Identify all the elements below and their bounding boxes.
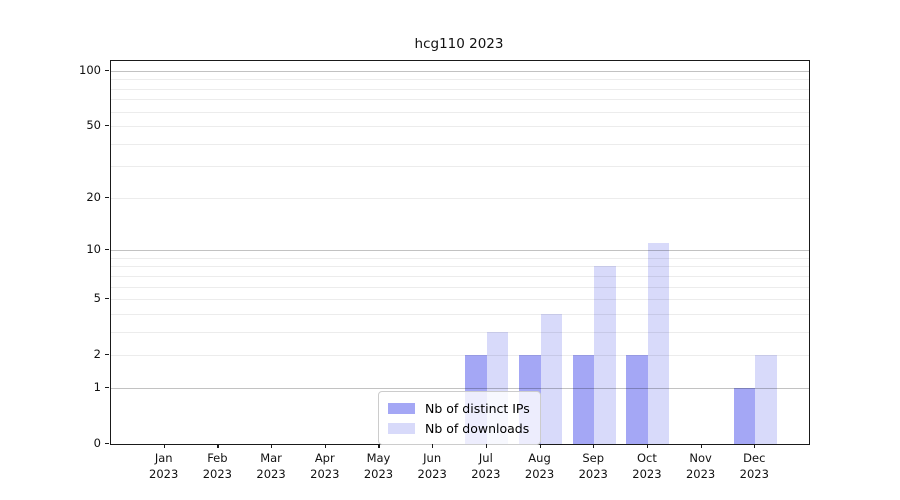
y-axis-tick-label: 1 <box>93 379 101 394</box>
gridline-major <box>111 387 809 389</box>
legend-label-distinct-ips: Nb of distinct IPs <box>425 400 530 416</box>
x-axis-tick <box>378 444 380 448</box>
x-axis-tick-label: Sep 2023 <box>578 451 608 481</box>
gridline-minor <box>111 99 809 101</box>
gridline-major <box>111 70 809 72</box>
gridline-minor <box>111 197 809 199</box>
legend-swatch-downloads <box>388 422 415 434</box>
x-axis-tick <box>646 444 649 448</box>
x-axis-tick <box>217 444 219 448</box>
y-axis-tick <box>105 69 109 71</box>
x-axis-tick <box>271 444 273 448</box>
legend-label-downloads: Nb of downloads <box>425 420 530 436</box>
y-axis-tick <box>105 249 109 251</box>
gridline-minor <box>111 266 809 268</box>
legend: Nb of distinct IPs Nb of downloads <box>378 391 541 445</box>
bar-downloads-sep <box>594 266 616 444</box>
y-axis-tick-label: 0 <box>93 436 101 450</box>
x-axis-tick-label: Dec 2023 <box>739 451 769 481</box>
x-axis-tick <box>163 444 165 448</box>
gridline-minor <box>111 286 809 288</box>
y-axis-tick <box>105 443 109 445</box>
x-axis-tick-label: Aug 2023 <box>524 451 555 481</box>
gridline-minor <box>111 111 809 113</box>
bar-downloads-dec <box>755 355 777 444</box>
plot-area: Nb of distinct IPs Nb of downloads <box>110 60 810 445</box>
x-axis-tick-label: Jun 2023 <box>417 451 447 481</box>
x-axis-tick-label: Nov 2023 <box>685 451 716 481</box>
gridline-minor <box>111 275 809 277</box>
y-axis-tick <box>105 125 109 127</box>
y-axis-tick-label: 10 <box>86 242 101 257</box>
y-axis-tick-label: 5 <box>93 291 101 306</box>
gridline-minor <box>111 299 809 301</box>
x-axis-tick <box>593 444 595 448</box>
legend-swatch-distinct-ips <box>388 402 415 414</box>
bar-distinct-ips-sep <box>572 355 595 444</box>
chart-title: hcg110 2023 <box>414 36 504 52</box>
bar-downloads-aug <box>540 313 562 444</box>
x-axis-tick-label: Jan 2023 <box>149 451 179 481</box>
gridline-minor <box>111 143 809 145</box>
y-axis-tick-label: 50 <box>86 118 101 133</box>
y-axis-tick <box>105 298 109 300</box>
gridline-minor <box>111 257 809 259</box>
bars-layer <box>111 61 809 444</box>
y-axis-tick <box>105 354 109 356</box>
gridline-minor <box>111 79 809 81</box>
bar-distinct-ips-dec <box>733 387 756 444</box>
x-axis-tick-label: Jul 2023 <box>471 451 501 481</box>
gridline-minor <box>111 126 809 128</box>
gridline-minor <box>111 313 809 315</box>
x-axis-tick <box>485 444 488 448</box>
x-axis-tick <box>539 444 541 448</box>
y-axis-tick <box>105 386 109 389</box>
x-axis-tick-label: Feb 2023 <box>202 451 233 481</box>
bar-distinct-ips-oct <box>626 355 648 444</box>
x-axis-tick-label: Oct 2023 <box>632 451 662 481</box>
x-axis-tick <box>754 444 756 448</box>
x-axis-tick <box>432 444 434 448</box>
legend-entry-downloads: Nb of downloads <box>388 418 530 438</box>
x-axis-tick-label: Mar 2023 <box>256 451 286 481</box>
x-axis-tick <box>700 444 702 448</box>
y-axis-tick-label: 100 <box>79 62 101 77</box>
x-axis-tick <box>324 444 326 448</box>
y-axis-tick-label: 20 <box>86 189 101 204</box>
grid-layer <box>111 61 809 444</box>
x-axis-tick-label: May 2023 <box>363 451 394 481</box>
legend-entry-distinct-ips: Nb of distinct IPs <box>388 398 530 418</box>
x-axis-tick-label: Apr 2023 <box>310 451 340 481</box>
gridline-minor <box>111 88 809 90</box>
gridline-major <box>111 250 809 252</box>
y-axis-tick <box>105 196 109 198</box>
gridline-minor <box>111 166 809 168</box>
gridline-minor <box>111 355 809 357</box>
gridline-minor <box>111 331 809 333</box>
y-axis-tick-label: 2 <box>93 347 101 362</box>
bar-downloads-oct <box>647 243 670 444</box>
